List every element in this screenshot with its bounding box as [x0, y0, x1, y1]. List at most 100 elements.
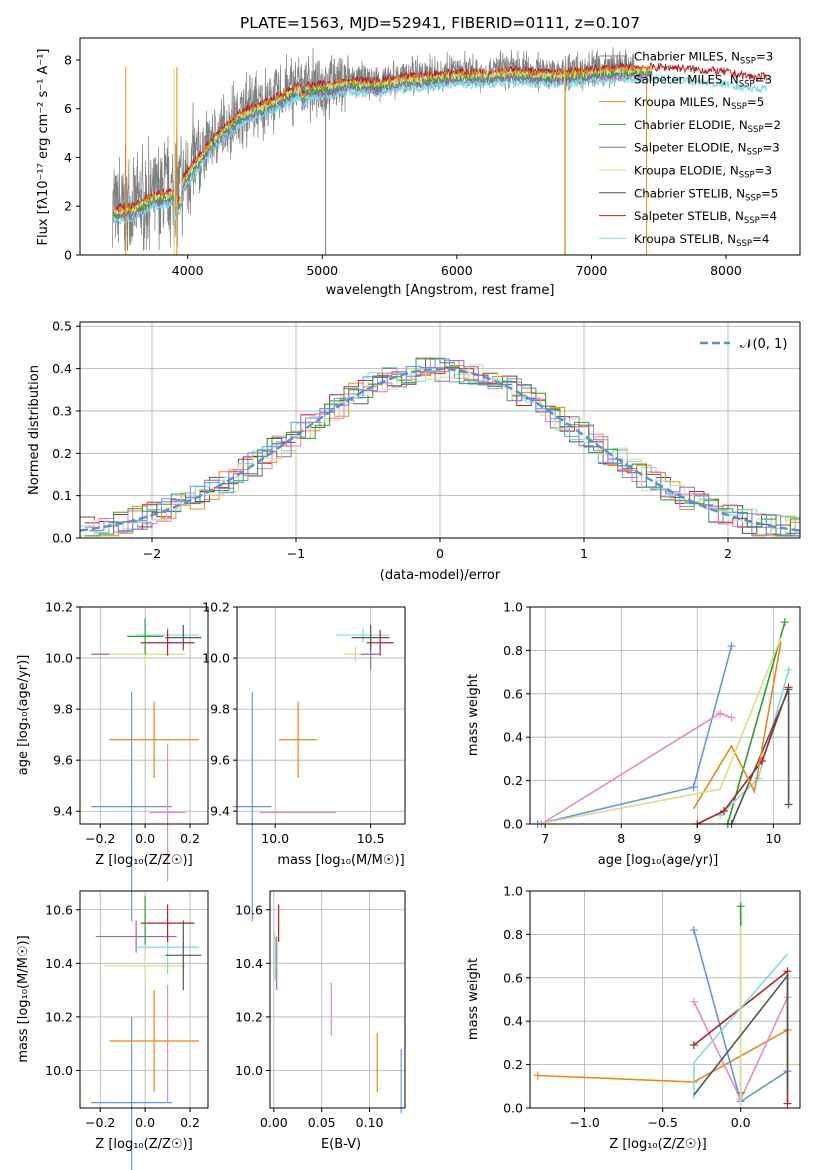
histogram-panel: −2 −1 0 1 2 0.0 0.1 0.2 0.3 0.4 0.5 (data-model)/… [27, 319, 801, 583]
histogram-ytick-label: 0.3 [52, 403, 72, 418]
panel-xtick-label: 8 [617, 831, 625, 846]
panel-xtick-label: 7 [541, 831, 549, 846]
panel-frame [529, 606, 801, 825]
panel-xtick-label: 0.0 [135, 831, 155, 846]
panel-ytick-label: 9.4 [53, 804, 73, 819]
w-z-ylabel: mass weight [466, 958, 481, 1040]
panel-ytick-label: 10.2 [235, 1009, 263, 1024]
histogram-ytick-label: 0.0 [52, 531, 72, 546]
spectrum-xtick-label: 4000 [172, 263, 204, 278]
spectrum-panel: 4000 5000 6000 7000 8000 0 2 4 6 8 wavelength [A… [36, 37, 801, 298]
panel-ytick-label: 0.4 [503, 1014, 523, 1029]
spectrum-xtick-label: 5000 [306, 263, 338, 278]
panel-ytick-label: 0.0 [503, 1101, 523, 1116]
panel-ytick-label: 0.8 [503, 927, 523, 942]
panel-ytick-label: 9.8 [53, 702, 73, 717]
histogram-legend: 𝒩(0, 1) [700, 337, 787, 352]
panel-ytick-label: 10.2 [45, 600, 73, 615]
legend-tail: =3 [762, 141, 779, 155]
histogram-ytick-label: 0.4 [52, 361, 72, 376]
histogram-step-series [80, 358, 800, 536]
panel-ytick-label: 0.0 [503, 817, 523, 832]
legend-subscript: SSP [744, 216, 760, 226]
panel-ytick-label: 9.6 [53, 753, 73, 768]
weight-z-marker [783, 967, 792, 976]
weight-z-marker [689, 997, 698, 1006]
mass-weight-vs-age-panel: 7 8 9 10 0.0 0.2 0.4 0.6 0.8 1.0 [503, 600, 801, 846]
legend-label: Salpeter ELODIE, NSSP=3 [634, 141, 780, 158]
panel-marks [533, 902, 792, 1108]
panel-ytick-label: 10.6 [45, 902, 73, 917]
legend-label: Salpeter MILES, NSSP=3 [634, 72, 772, 89]
spectrum-lines [111, 47, 767, 255]
weight-age-marker [784, 800, 793, 809]
panel-ytick-label: 10.4 [45, 956, 73, 971]
weight-age-marker [727, 713, 736, 722]
spectrum-xtick-label: 6000 [441, 263, 473, 278]
panel-ytick-label: 10.0 [202, 651, 230, 666]
panel-ytick-label: 0.4 [503, 730, 523, 745]
legend-label: Chabrier ELODIE, NSSP=2 [634, 118, 781, 135]
panel-ytick-label: 9.6 [210, 753, 230, 768]
gaussian-curve [79, 367, 801, 532]
figure-title: PLATE=1563, MJD=52941, FIBERID=0111, z=0… [240, 14, 640, 32]
panel-xtick-label: 0.05 [308, 1115, 336, 1130]
histogram-step-series [84, 357, 800, 536]
panel-xtick-label: 10.5 [357, 831, 385, 846]
panel-ytick-label: 9.8 [210, 702, 230, 717]
age-vs-mass-panel: 10.0 10.5 9.4 9.6 9.8 10.0 10.2 [202, 600, 406, 922]
weight-age-marker [719, 806, 728, 815]
weight-age-line [537, 637, 782, 825]
spectrum-ylabel: Flux [fλ10⁻¹⁷ erg cm⁻² s⁻¹ A⁻¹] [36, 49, 51, 246]
spectrum-xticks: 4000 5000 6000 7000 8000 [172, 255, 742, 278]
legend-label: Chabrier STELIB, NSSP=5 [634, 186, 778, 203]
panel-xtick-label: −0.2 [85, 1115, 115, 1130]
histogram-step-series [80, 364, 800, 537]
legend-tail: =5 [761, 186, 778, 200]
w-age-xlabel: age [log₁₀(age/yr)] [598, 853, 719, 868]
legend-subscript: SSP [748, 125, 764, 135]
panel-ytick-label: 10.0 [45, 1063, 73, 1078]
legend-subscript: SSP [739, 79, 755, 89]
histogram-step-series [89, 365, 800, 537]
legend-subscript: SSP [740, 57, 756, 67]
weight-z-line [693, 973, 789, 1096]
panel-ytick-label: 0.2 [503, 773, 523, 788]
legend-subscript: SSP [745, 193, 761, 203]
panel-ytick-label: 0.6 [503, 686, 523, 701]
spectrum-yticks: 0 2 4 6 8 [64, 52, 80, 263]
weight-z-marker [783, 1099, 792, 1108]
panel-ytick-label: 10.2 [202, 600, 230, 615]
panel-xtick-label: 0.2 [180, 1115, 200, 1130]
panel-ytick-label: 1.0 [503, 600, 523, 615]
kroupa-stelib-model [113, 73, 767, 226]
weight-age-line [540, 712, 732, 825]
panel-xtick-label: −1.0 [569, 1115, 599, 1130]
weight-age-marker [780, 618, 789, 627]
histogram-xtick-label: 0 [436, 546, 444, 561]
panel-marks [274, 904, 402, 1114]
panel-ytick-label: 1.0 [503, 884, 523, 899]
panel-xtick-label: 10 [765, 831, 781, 846]
mass-z-ylabel: mass [log₁₀(M/M☉)] [16, 935, 31, 1062]
panel-ytick-label: 10.0 [235, 1063, 263, 1078]
spectrum-legend: Chabrier MILES, NSSP=3 Salpeter MILES, NS… [599, 50, 781, 249]
weight-age-marker [689, 783, 698, 792]
panel-frame [79, 890, 209, 1109]
mass-weight-vs-metallicity-panel: −1.0 −0.5 0.0 0.0 0.2 0.4 0.6 0.8 1.0 [503, 884, 801, 1130]
mass-vs-metallicity-panel: −0.2 0.0 0.2 10.0 10.2 10.4 10.6 [45, 890, 209, 1170]
weight-age-marker [784, 665, 793, 674]
spectrum-xtick-label: 7000 [575, 263, 607, 278]
weight-z-marker [689, 1041, 698, 1050]
panel-xtick-label: 0.10 [356, 1115, 384, 1130]
panel-marks [233, 624, 394, 922]
weight-z-line [693, 953, 789, 1100]
panel-xtick-label: 9 [693, 831, 701, 846]
panel-ytick-label: 0.2 [503, 1057, 523, 1072]
legend-label: Chabrier MILES, NSSP=3 [634, 50, 773, 67]
weight-age-marker [727, 642, 736, 651]
panel-frame [236, 606, 406, 825]
legend-tail: =4 [752, 232, 769, 246]
panel-xtick-label: 0.0 [135, 1115, 155, 1130]
